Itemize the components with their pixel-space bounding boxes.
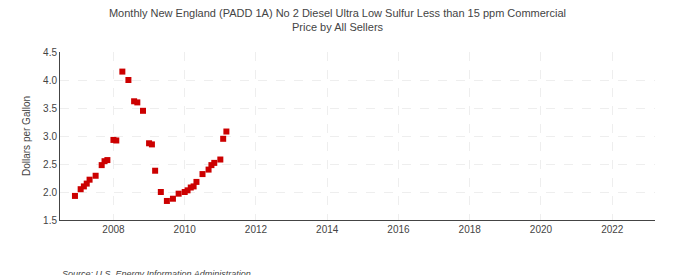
svg-text:3.0: 3.0 (43, 131, 57, 142)
svg-text:2022: 2022 (601, 224, 624, 235)
svg-text:2.5: 2.5 (43, 159, 57, 170)
svg-text:1.5: 1.5 (43, 215, 57, 226)
svg-text:2.0: 2.0 (43, 187, 57, 198)
svg-text:Monthly New England (PADD 1A): Monthly New England (PADD 1A) No 2 Diese… (109, 7, 566, 33)
svg-text:2010: 2010 (174, 224, 197, 235)
svg-text:3.5: 3.5 (43, 103, 57, 114)
svg-text:2018: 2018 (459, 224, 482, 235)
svg-text:4.0: 4.0 (43, 75, 57, 86)
svg-text:Source: U.S. Energy Informatio: Source: U.S. Energy Information Administ… (62, 269, 251, 275)
svg-text:4.5: 4.5 (43, 47, 57, 58)
svg-text:2016: 2016 (387, 224, 410, 235)
svg-text:2020: 2020 (530, 224, 553, 235)
svg-text:2012: 2012 (245, 224, 268, 235)
svg-text:Dollars per Gallon: Dollars per Gallon (21, 96, 32, 176)
svg-text:2008: 2008 (102, 224, 125, 235)
svg-text:2014: 2014 (316, 224, 339, 235)
